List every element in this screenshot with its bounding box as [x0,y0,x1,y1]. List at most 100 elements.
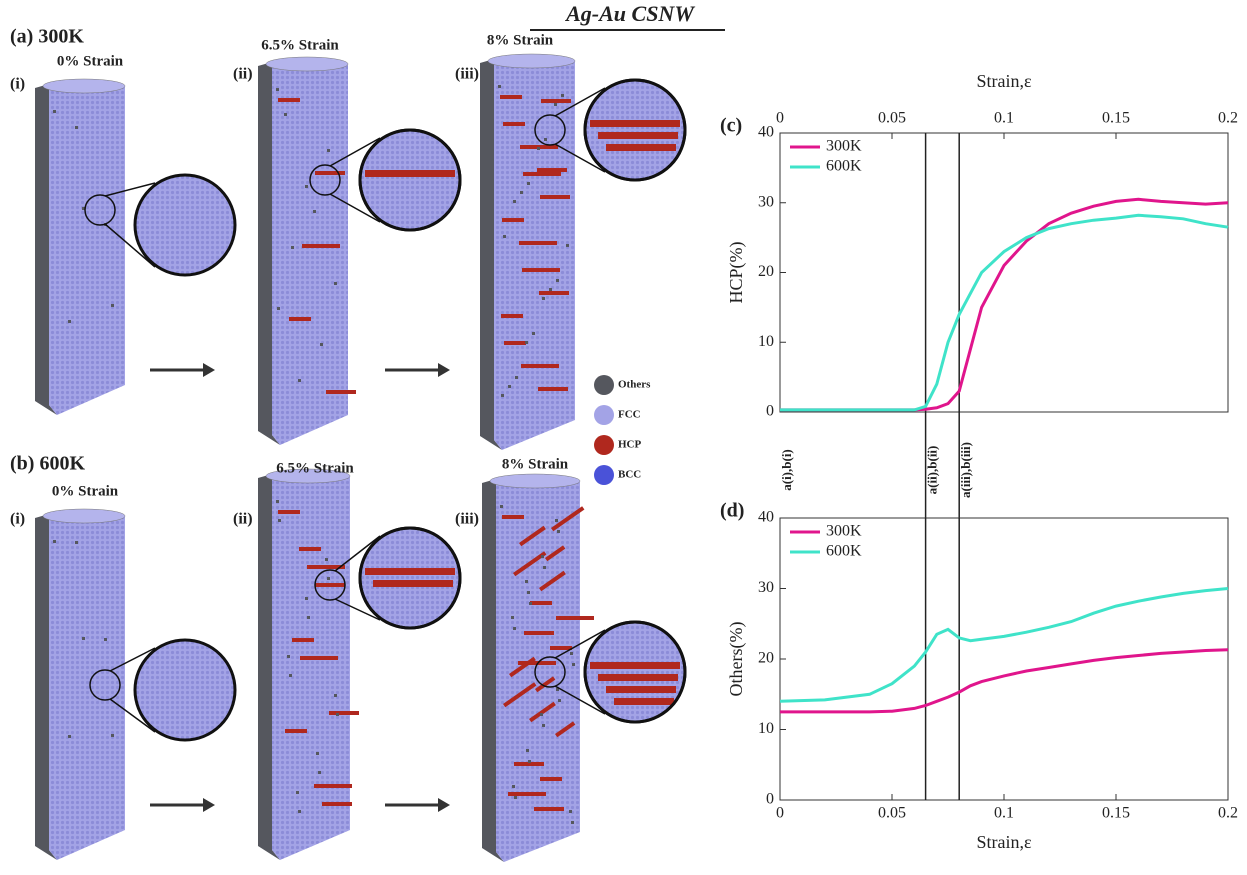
defect [325,558,328,561]
defect [543,566,546,569]
y-tick-label: 20 [758,650,774,667]
defect [570,652,573,655]
x-tick-label: 0 [776,110,784,127]
series-line [780,650,1228,712]
panel-annotation: (d) [720,500,744,522]
wire-top [488,54,575,68]
series-line [780,589,1228,702]
hcp-stripe [519,241,557,245]
zoom-hcp [373,580,453,587]
hcp-stripe [501,314,523,318]
defect [514,796,517,799]
legend-dot [594,465,614,485]
defect [527,591,530,594]
row-label: (b) 600K [10,453,85,475]
defect [525,580,528,583]
wire-top [43,79,125,93]
defect [68,320,71,323]
defect [541,555,544,558]
defect [508,385,511,388]
defect [278,519,281,522]
hcp-stripe [292,638,314,642]
wire-top [266,57,348,71]
zoom-hcp [606,686,676,693]
hcp-stripe [530,601,552,605]
strain-label: 8% Strain [487,32,554,48]
legend-label: 600K [826,543,862,560]
series-line [780,199,1228,410]
strain-label: 0% Strain [52,483,119,499]
hcp-stripe [508,792,546,796]
defect [307,616,310,619]
defect [111,304,114,307]
arrow-head [438,363,450,377]
defect [320,343,323,346]
x-tick-label: 0.2 [1218,805,1238,822]
legend-dot [594,435,614,455]
wire-top [490,474,580,488]
defect [327,577,330,580]
hcp-stripe [315,171,345,175]
defect [291,246,294,249]
hcp-stripe [541,99,571,103]
panel-label: (ii) [233,511,253,528]
defect [544,138,547,141]
defect [305,185,308,188]
strain-label: 0% Strain [57,53,124,69]
v-line-label: a(iii),b(iii) [958,442,973,498]
legend-label: BCC [618,469,641,481]
legend-label: FCC [618,409,641,421]
defect [542,724,545,727]
hcp-stripe [502,515,524,519]
defect [513,627,516,630]
panel-label: (ii) [233,66,253,83]
defect [284,113,287,116]
defect [334,694,337,697]
defect [327,149,330,152]
panel-annotation: (c) [720,115,742,137]
zoom-hcp [614,698,674,705]
hcp-stripe [502,218,524,222]
hcp-stripe [550,646,572,650]
panel-label: (i) [10,76,25,93]
defect [527,182,530,185]
defect [316,752,319,755]
hcp-stripe [285,729,307,733]
plot-frame [780,518,1228,800]
x-axis-label: Strain,ε [976,71,1031,91]
defect [287,655,290,658]
wire-face [49,516,125,860]
defect [511,616,514,619]
defect [556,279,559,282]
y-tick-label: 20 [758,263,774,280]
legend-label: 300K [826,523,862,540]
defect [540,713,543,716]
defect [549,288,552,291]
wire-top [43,509,125,523]
arrow-head [438,798,450,812]
defect [561,94,564,97]
zoom-hcp [598,674,678,681]
wire-face [49,86,125,415]
defect [557,530,560,533]
defect [571,821,574,824]
x-tick-label: 0.15 [1102,805,1130,822]
hcp-stripe [326,390,356,394]
panel-label: (i) [10,511,25,528]
defect [528,760,531,763]
hcp-stripe [314,784,352,788]
hcp-stripe [300,656,338,660]
x-tick-label: 0.15 [1102,110,1130,127]
v-line-label: a(ii),b(ii) [925,446,940,495]
hcp-stripe [521,364,559,368]
panel-label: (iii) [455,511,479,528]
legend-dot [594,375,614,395]
defect [512,785,515,788]
legend-label: 300K [826,138,862,155]
zoom-hcp [590,120,680,127]
y-tick-label: 0 [766,791,774,808]
hcp-stripe [329,711,359,715]
defect [525,341,528,344]
hcp-stripe [538,387,568,391]
defect [298,379,301,382]
